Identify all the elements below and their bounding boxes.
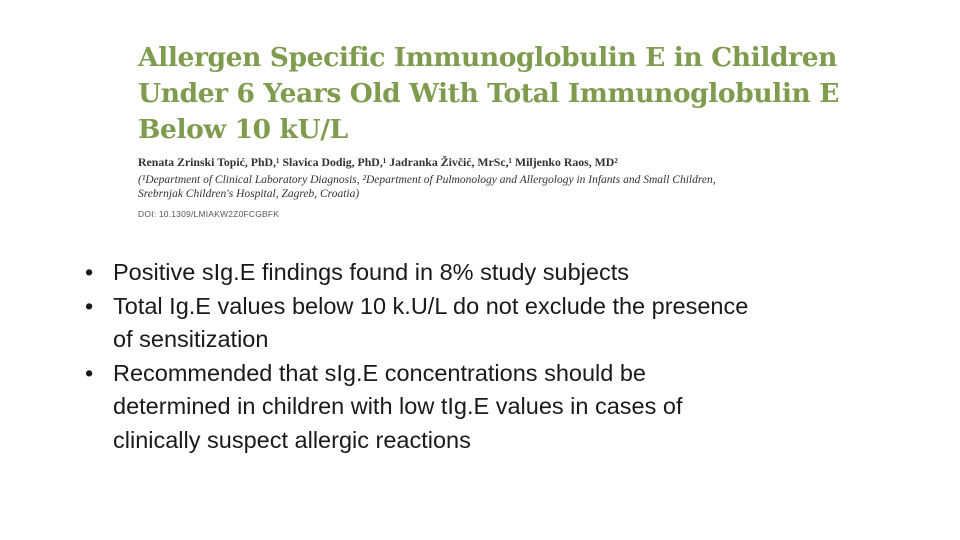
bullet-text-line: clinically suspect allergic reactions bbox=[113, 426, 471, 453]
bullet-text-line: Total Ig.E values below 10 k.U/L do not … bbox=[113, 292, 749, 319]
bullet-text-line: Recommended that sIg.E concentrations sh… bbox=[113, 359, 646, 386]
bullet-mark: • bbox=[85, 292, 94, 319]
bullet-text-line: Positive sIg.E findings found in 8% stud… bbox=[113, 259, 629, 285]
bullet-item: • Recommended that sIg.E concentrations … bbox=[85, 357, 875, 458]
paper-title: Allergen Specific Immunoglobulin E in Ch… bbox=[138, 40, 840, 148]
bullet-text-line: determined in children with low tIg.E va… bbox=[113, 393, 683, 420]
paper-header-image: Allergen Specific Immunoglobulin E in Ch… bbox=[138, 40, 840, 219]
paper-doi: DOI: 10.1309/LMIAKW2Z0FCGBFK bbox=[138, 209, 280, 219]
paper-affiliations: (¹Department of Clinical Laboratory Diag… bbox=[138, 173, 828, 201]
bullet-list: • Positive sIg.E findings found in 8% st… bbox=[85, 256, 875, 458]
paper-title-line: Under 6 Years Old With Total Immunoglobu… bbox=[138, 78, 840, 109]
bullet-mark: • bbox=[85, 359, 94, 386]
paper-title-line: Allergen Specific Immunoglobulin E in Ch… bbox=[138, 42, 838, 73]
bullet-text-line: of sensitization bbox=[113, 326, 269, 353]
bullet-mark: • bbox=[85, 259, 94, 285]
affiliation-line: Srebrnjak Children's Hospital, Zagreb, C… bbox=[138, 188, 360, 200]
bullet-item: • Positive sIg.E findings found in 8% st… bbox=[85, 256, 875, 290]
paper-authors: Renata Zrinski Topić, PhD,¹ Slavica Dodi… bbox=[138, 155, 618, 169]
paper-title-line: Below 10 kU/L bbox=[138, 114, 348, 145]
bullet-item: • Total Ig.E values below 10 k.U/L do no… bbox=[85, 290, 875, 357]
affiliation-line: (¹Department of Clinical Laboratory Diag… bbox=[138, 174, 716, 186]
